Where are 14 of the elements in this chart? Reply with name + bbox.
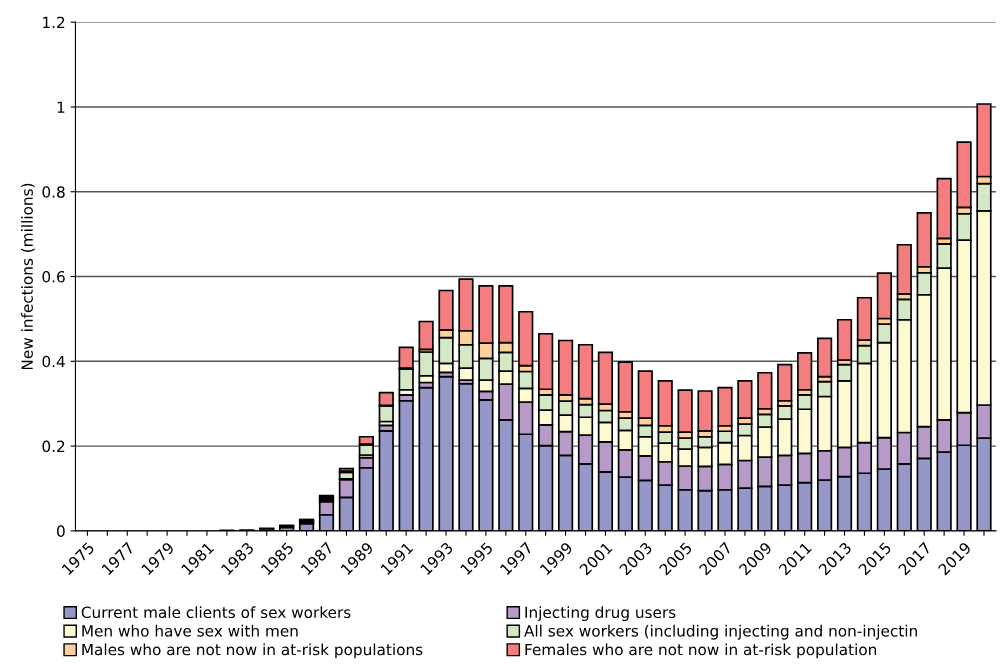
- y-tick-label: 0.6: [42, 270, 65, 283]
- y-tick-label: 1: [57, 101, 65, 113]
- legend-label: Males who are not now in at-risk populations: [82, 643, 423, 659]
- legend-label: All sex workers (including injecting and non-injectin: [524, 624, 917, 640]
- y-axis-title: New infections (millions): [21, 183, 35, 370]
- y-tick-label: 0.2: [42, 440, 65, 453]
- y-tick-label: 0.4: [42, 355, 65, 368]
- y-tick-label: 1.2: [43, 16, 65, 28]
- legend-label: Current male clients of sex workers: [81, 606, 351, 619]
- y-tick-label: 0.8: [42, 186, 65, 198]
- legend-label: Females who are not now in at-risk population: [525, 643, 877, 659]
- legend-label: Men who have sex with men: [82, 624, 298, 637]
- legend-label: Injecting drug users: [525, 606, 676, 622]
- y-tick-label: 0: [57, 525, 65, 537]
